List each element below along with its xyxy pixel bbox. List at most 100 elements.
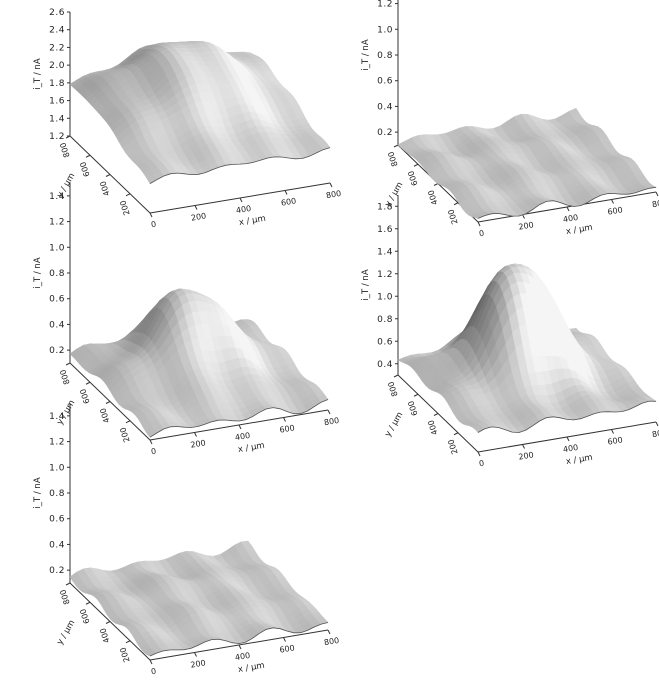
z-tick-label: 1.4 bbox=[49, 192, 65, 202]
z-tick-label: 1.2 bbox=[377, 270, 393, 280]
x-tick-mark bbox=[611, 429, 614, 434]
y-tick-label: 200 bbox=[118, 646, 131, 663]
x-tick-label: 200 bbox=[518, 220, 535, 231]
x-tick-mark bbox=[238, 644, 242, 650]
x-tick-mark bbox=[566, 436, 570, 442]
z-tick-label: 2.0 bbox=[49, 61, 65, 71]
x-tick-mark bbox=[194, 432, 197, 437]
x-tick-mark bbox=[239, 197, 243, 203]
surface-front-edge bbox=[149, 622, 329, 657]
x-tick-label: 400 bbox=[562, 213, 579, 224]
y-tick-mark bbox=[393, 144, 399, 148]
y-tick-mark bbox=[65, 362, 71, 366]
y-tick-label: 200 bbox=[118, 199, 131, 216]
y-tick-mark bbox=[433, 413, 439, 416]
z-tick-label: 2.6 bbox=[49, 8, 65, 18]
y-tick-label: 200 bbox=[446, 438, 459, 455]
y-tick-mark bbox=[125, 420, 131, 424]
x-tick-mark bbox=[149, 659, 153, 665]
x-tick-label: 200 bbox=[190, 658, 207, 669]
x-tick-mark bbox=[194, 652, 197, 657]
z-axis-label: i_T / nA bbox=[361, 39, 371, 70]
z-tick-label: 0.4 bbox=[49, 320, 65, 330]
surface-panel-middle-right: 0.4 0.6 0.8 1.0 1.2 1.4 1.6 1.8 i_T / nA 0 200 400 6… bbox=[361, 195, 659, 468]
z-tick-label: 0.8 bbox=[49, 269, 65, 279]
z-axis-label: i_T / nA bbox=[33, 58, 43, 89]
y-tick-mark bbox=[413, 393, 419, 397]
y-tick-mark bbox=[393, 374, 399, 378]
surface-mesh bbox=[69, 288, 329, 438]
z-tick-label: 2.4 bbox=[49, 26, 65, 36]
y-tick-mark bbox=[453, 432, 459, 436]
z-axis-label: i_T / nA bbox=[361, 269, 371, 300]
y-tick-label: 600 bbox=[78, 608, 91, 625]
z-tick-label: 2.2 bbox=[49, 43, 65, 53]
y-tick-mark bbox=[125, 193, 131, 197]
y-tick-label: 600 bbox=[78, 388, 91, 405]
surface-front-edge bbox=[477, 186, 657, 219]
x-tick-label: 600 bbox=[279, 423, 296, 434]
x-tick-label: 200 bbox=[190, 438, 207, 449]
y-axis-label: y / µm bbox=[383, 410, 405, 438]
x-axis-label: x / µm bbox=[238, 214, 266, 228]
x-tick-mark bbox=[283, 637, 286, 642]
x-tick-label: 600 bbox=[280, 196, 297, 207]
surface-mesh bbox=[397, 263, 657, 433]
x-tick-mark bbox=[522, 214, 525, 219]
x-tick-label: 600 bbox=[607, 205, 624, 216]
x-tick-label: 200 bbox=[518, 450, 535, 461]
y-tick-mark bbox=[105, 174, 111, 177]
surface-panel-top-left: 1.2 1.4 1.6 1.8 2.0 2.2 2.4 2.6 i_T / nA 0 200 400 6… bbox=[33, 8, 342, 229]
z-tick-label: 1.8 bbox=[49, 79, 65, 89]
x-tick-label: 600 bbox=[279, 643, 296, 654]
y-tick-label: 800 bbox=[58, 368, 71, 385]
z-tick-label: 0.2 bbox=[49, 566, 65, 576]
x-tick-mark bbox=[327, 629, 331, 635]
x-tick-label: 800 bbox=[651, 428, 659, 439]
surface-mesh bbox=[69, 540, 329, 657]
z-axis-label: i_T / nA bbox=[33, 477, 43, 508]
x-tick-label: 800 bbox=[323, 636, 340, 647]
x-tick-mark bbox=[611, 199, 614, 204]
x-tick-mark bbox=[477, 451, 481, 457]
z-tick-label: 1.4 bbox=[377, 247, 393, 257]
x-axis-label: x / µm bbox=[565, 453, 593, 467]
x-tick-mark bbox=[149, 439, 153, 445]
x-tick-label: 400 bbox=[234, 651, 251, 662]
axes: 0.4 0.6 0.8 1.0 1.2 1.4 1.6 1.8 i_T / nA 0 200 400 6… bbox=[361, 195, 659, 468]
surface-front-edge bbox=[477, 400, 657, 433]
y-tick-mark bbox=[85, 154, 91, 158]
y-tick-mark bbox=[453, 202, 459, 206]
z-tick-label: 1.0 bbox=[49, 243, 65, 253]
x-tick-label: 0 bbox=[478, 229, 485, 239]
z-tick-label: 0.8 bbox=[377, 315, 393, 325]
y-tick-mark bbox=[125, 640, 131, 644]
z-tick-label: 1.2 bbox=[377, 0, 393, 10]
z-tick-label: 1.6 bbox=[49, 97, 65, 107]
x-tick-label: 0 bbox=[150, 667, 157, 677]
x-tick-label: 800 bbox=[323, 416, 340, 427]
y-tick-label: 600 bbox=[406, 400, 419, 417]
y-tick-label: 200 bbox=[446, 208, 459, 225]
y-tick-label: 200 bbox=[118, 426, 131, 443]
x-tick-mark bbox=[655, 421, 659, 427]
z-tick-label: 1.2 bbox=[49, 132, 65, 142]
y-tick-mark bbox=[413, 163, 419, 167]
y-tick-label: 600 bbox=[406, 170, 419, 187]
x-tick-mark bbox=[477, 221, 481, 227]
x-axis-label: x / µm bbox=[237, 661, 265, 675]
surface-front-edge bbox=[149, 147, 331, 184]
z-tick-label: 0.6 bbox=[49, 295, 65, 305]
x-tick-label: 800 bbox=[325, 189, 342, 200]
surface-mesh bbox=[397, 107, 657, 219]
y-tick-mark bbox=[105, 621, 111, 624]
y-tick-mark bbox=[105, 401, 111, 404]
z-tick-label: 1.6 bbox=[377, 225, 393, 235]
x-tick-mark bbox=[566, 206, 570, 212]
x-tick-label: 0 bbox=[150, 447, 157, 457]
x-tick-mark bbox=[655, 191, 659, 197]
z-tick-label: 0.2 bbox=[377, 128, 393, 138]
x-tick-label: 400 bbox=[562, 443, 579, 454]
y-tick-label: 400 bbox=[98, 180, 111, 197]
